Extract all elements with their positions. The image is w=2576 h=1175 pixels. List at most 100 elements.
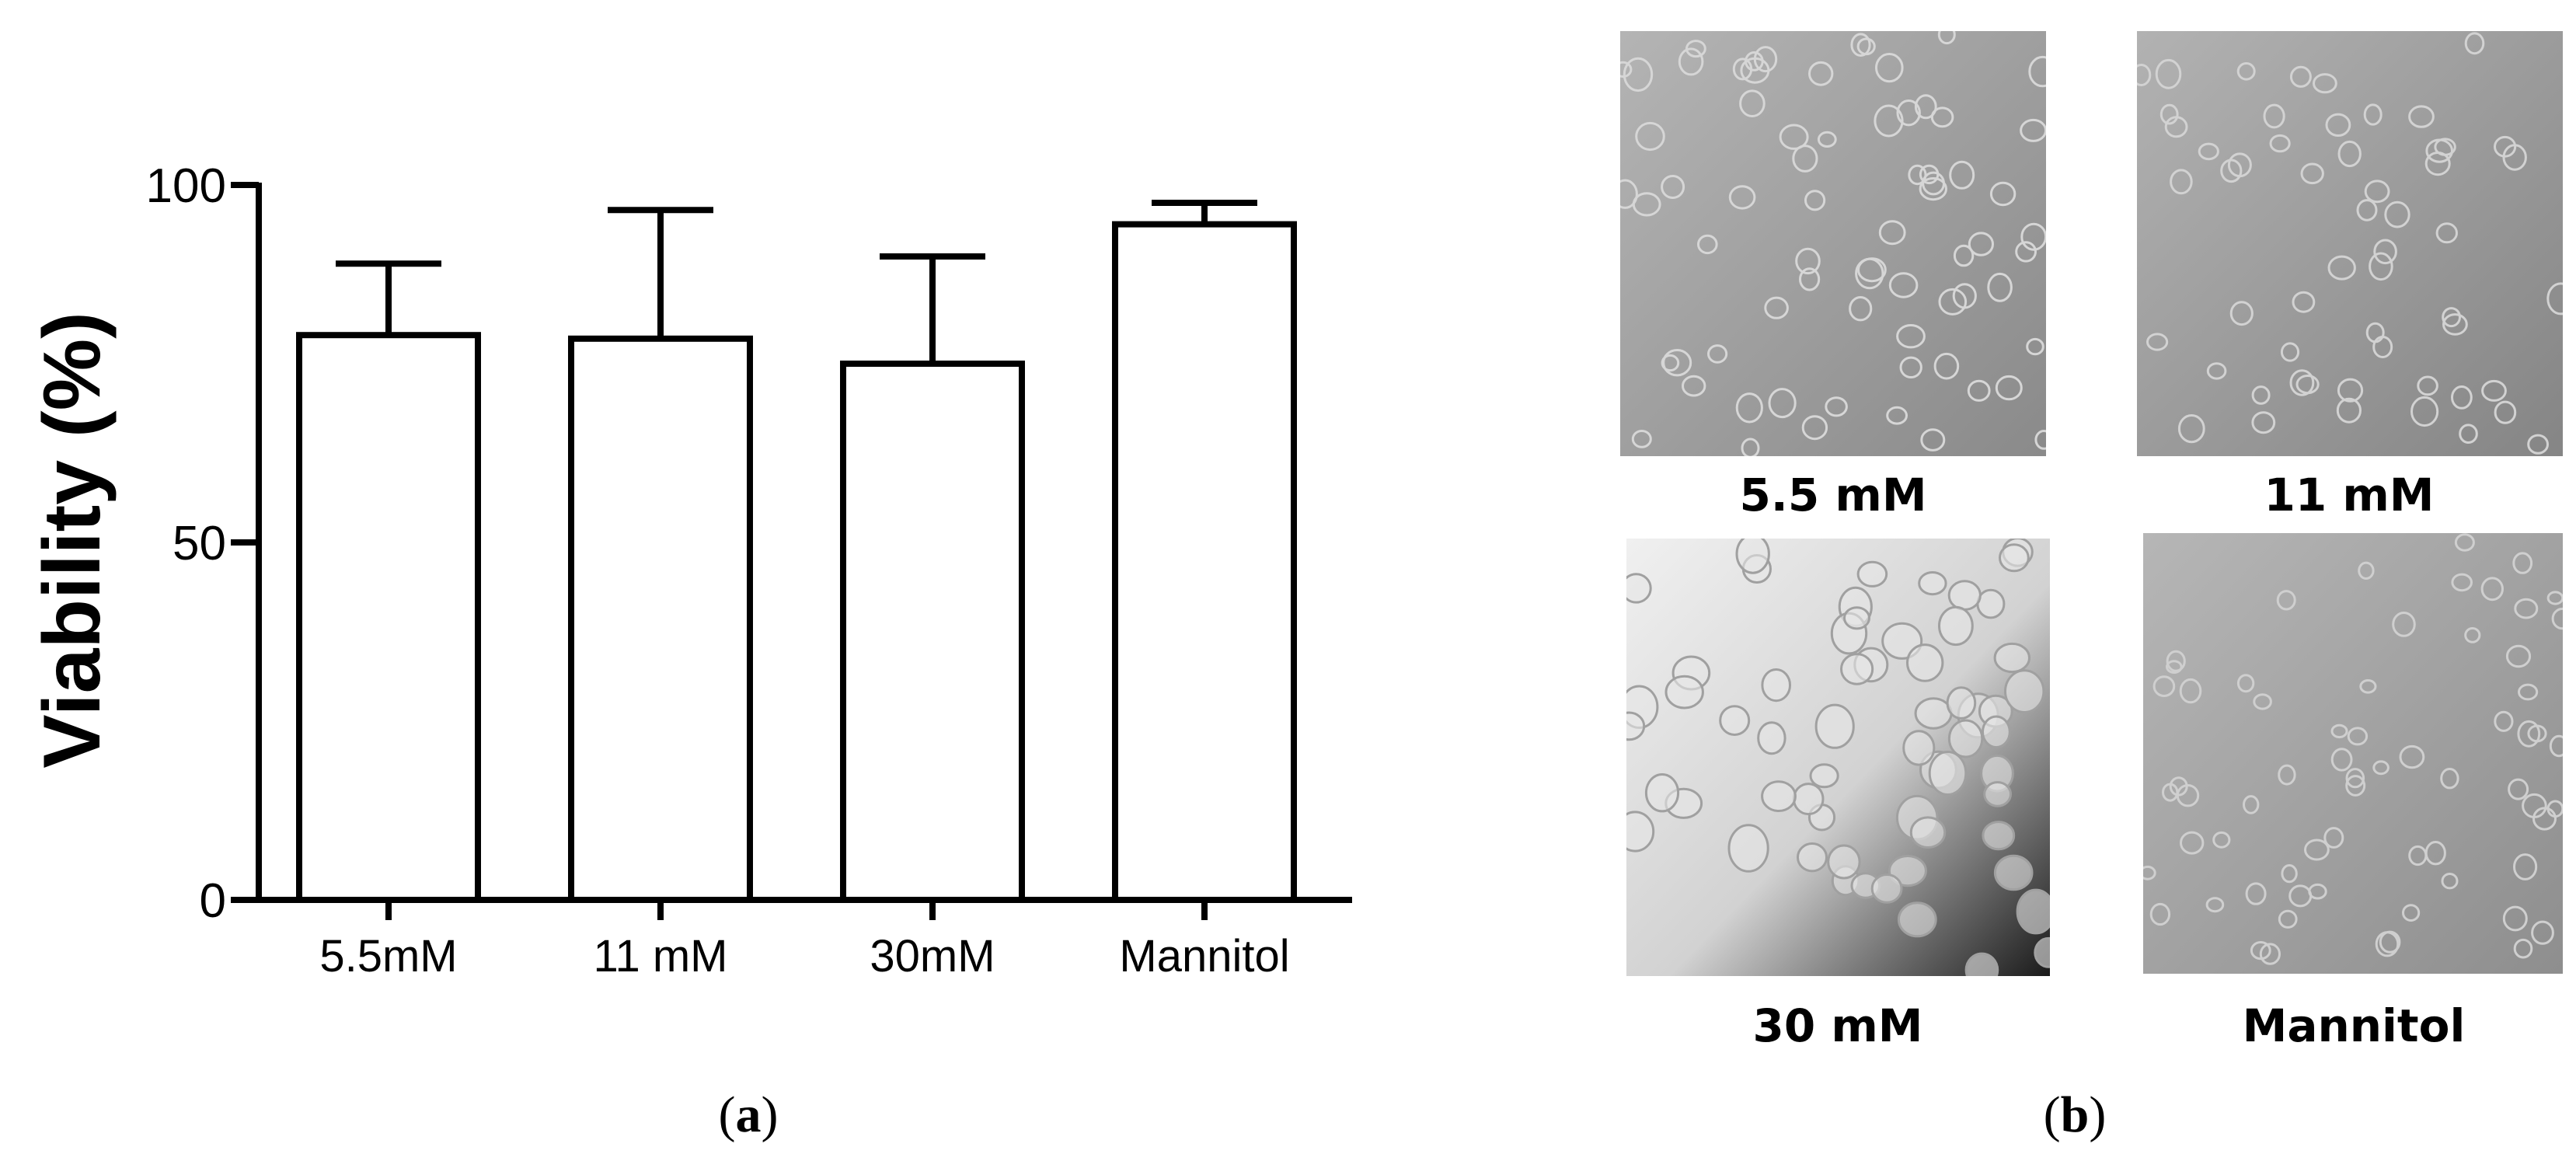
cell-shape xyxy=(1735,539,1770,574)
cell-shape xyxy=(2336,397,2362,424)
cell-shape xyxy=(1886,406,1908,425)
cell-shape xyxy=(1982,715,2011,749)
cell-shape xyxy=(1933,352,1960,380)
cell-shape xyxy=(1987,272,2013,302)
y-axis-label: Viability (%) xyxy=(27,312,117,769)
cell-shape xyxy=(1719,705,1751,737)
cell-shape xyxy=(2308,883,2327,900)
cell-shape xyxy=(2166,650,2186,672)
cell-shape xyxy=(1899,356,1922,378)
cell-shape xyxy=(1804,190,1826,211)
cell-shape xyxy=(2459,424,2478,445)
cell-shape xyxy=(1678,47,1704,76)
cell-shape xyxy=(2169,776,2188,797)
cell-shape xyxy=(2494,135,2517,158)
cell-shape xyxy=(1928,751,1968,796)
micrograph-label-mannitol: Mannitol xyxy=(2242,999,2466,1052)
cell-shape xyxy=(1685,40,1706,58)
cell-shape xyxy=(2026,337,2044,356)
cell-shape xyxy=(1623,57,1654,92)
y-tick-label: 100 xyxy=(146,159,226,213)
cell-shape xyxy=(1801,415,1828,441)
cell-shape xyxy=(2505,644,2532,668)
cell-shape xyxy=(2337,140,2362,168)
cell-shape xyxy=(2410,396,2439,427)
cell-shape xyxy=(2356,199,2378,221)
cell-shape xyxy=(2517,720,2541,748)
cell-shape xyxy=(1620,179,1638,209)
cell-shape xyxy=(1797,842,1828,873)
x-axis: 5.5mM 11 mM 30mM Mannitol xyxy=(256,897,1352,981)
cell-shape xyxy=(2359,679,2377,694)
cell-shape xyxy=(2512,552,2533,574)
cell-shape xyxy=(1938,605,1974,647)
cell-shape xyxy=(1727,824,1769,873)
cell-shape xyxy=(2245,882,2267,905)
cell-shape xyxy=(2212,831,2231,849)
cell-shape xyxy=(2020,118,2046,142)
cell-shape xyxy=(2179,678,2202,704)
cell-shape xyxy=(2251,385,2271,405)
cell-shape xyxy=(2004,669,2045,714)
cell-shape xyxy=(1919,177,1947,201)
cell-shape xyxy=(1989,181,2017,207)
cell-shape xyxy=(2327,255,2356,281)
cell-shape xyxy=(1817,131,1837,148)
cell-shape xyxy=(2276,590,2296,611)
cell-shape xyxy=(2358,561,2375,580)
cell-shape xyxy=(1792,145,1818,173)
cell-shape xyxy=(1918,571,1947,596)
cell-shape xyxy=(1983,781,2013,807)
cell-shape xyxy=(1635,121,1665,152)
cell-shape xyxy=(1735,392,1763,424)
cell-shape xyxy=(1967,379,1991,402)
cell-shape xyxy=(2236,62,2256,81)
cell-shape xyxy=(2408,105,2435,128)
micrograph-label-11mm: 11 mM xyxy=(2264,469,2435,521)
x-tick-label: 11 mM xyxy=(594,931,728,981)
cell-shape xyxy=(1761,668,1791,703)
micrograph-11mm xyxy=(2137,31,2563,456)
micrograph-image xyxy=(2143,533,2563,974)
cell-shape xyxy=(1946,686,1977,720)
cell-shape xyxy=(2513,853,2538,880)
cell-shape xyxy=(1976,588,2006,619)
cell-shape xyxy=(1993,642,2030,674)
bar-chart: 0 50 100 5.5mM 11 mM 30mM Mannitol Viability … xyxy=(27,159,1352,981)
cell-shape xyxy=(2166,660,2183,675)
cell-shape xyxy=(2028,55,2046,88)
cell-shape xyxy=(2451,573,2473,592)
cell-shape xyxy=(1995,375,2023,401)
cell-shape xyxy=(1661,354,1680,372)
cell-shape xyxy=(2451,385,2473,410)
cell-shape xyxy=(1809,763,1839,789)
cell-shape xyxy=(1914,94,1937,120)
cell-shape xyxy=(2304,839,2330,861)
cell-shape xyxy=(1938,288,1968,316)
cell-shape xyxy=(2494,400,2517,424)
cell-shape xyxy=(2373,239,2397,265)
cell-shape xyxy=(1952,283,1977,309)
cell-shape xyxy=(1947,719,1984,758)
cell-shape xyxy=(2549,734,2563,758)
cell-shape xyxy=(1741,438,1760,456)
cell-shape xyxy=(2442,307,2462,328)
cell-shape xyxy=(2551,607,2563,630)
cell-shape xyxy=(2289,65,2312,88)
cell-shape xyxy=(1909,816,1947,849)
cell-shape xyxy=(2015,241,2037,263)
cell-shape xyxy=(1757,721,1786,755)
cell-shape xyxy=(2330,748,2353,772)
cell-shape xyxy=(2518,683,2539,701)
cell-shape xyxy=(2464,32,2485,55)
cell-shape xyxy=(1999,543,2030,573)
micrograph-label-30mm: 30 mM xyxy=(1752,999,1923,1052)
cell-shape xyxy=(2227,152,2252,178)
cell-shape xyxy=(2513,938,2533,959)
cell-shape xyxy=(2502,905,2528,932)
cell-shape xyxy=(1982,821,2016,851)
cell-shape xyxy=(2137,64,2152,86)
cell-shape xyxy=(1870,873,1903,904)
cell-shape xyxy=(2369,252,2393,281)
cell-shape xyxy=(1644,773,1680,813)
